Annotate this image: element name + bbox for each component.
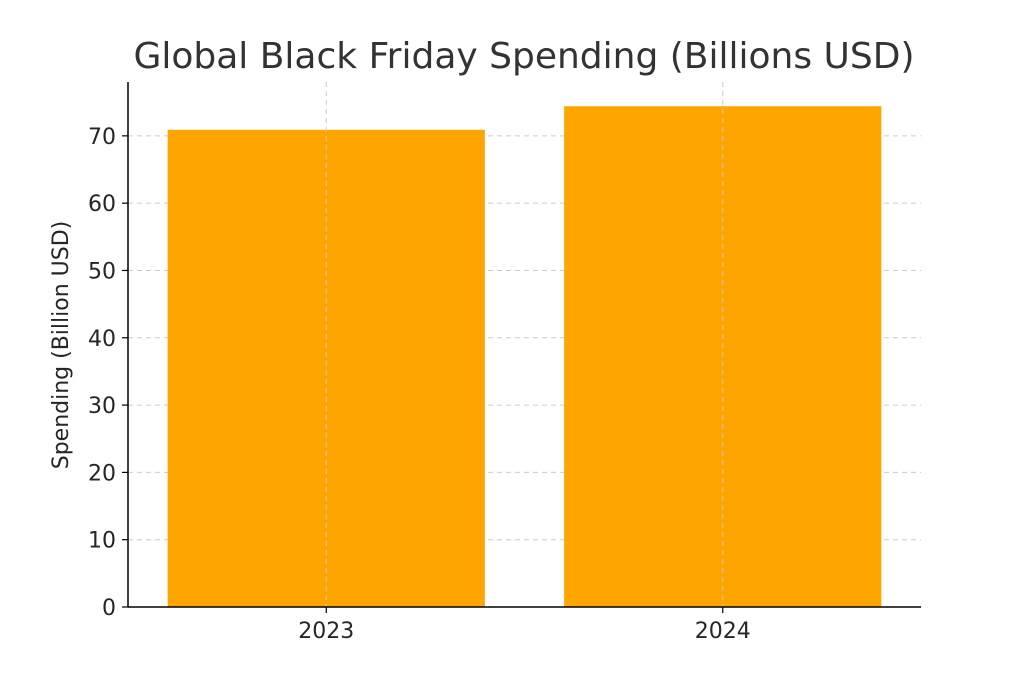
y-tick-label: 60 — [88, 192, 116, 217]
y-tick-label: 10 — [88, 529, 116, 554]
y-tick-label: 70 — [88, 125, 116, 150]
y-tick-label: 40 — [88, 327, 116, 352]
x-tick-label: 2024 — [695, 619, 751, 644]
y-tick-label: 20 — [88, 461, 116, 486]
bars — [168, 106, 882, 607]
x-tick-label: 2023 — [298, 619, 354, 644]
y-tick-label: 0 — [102, 596, 116, 621]
y-axis-title: Spending (Billion USD) — [49, 221, 74, 470]
chart-title: Global Black Friday Spending (Billions U… — [133, 36, 914, 77]
y-tick-label: 30 — [88, 394, 116, 419]
y-tick-label: 50 — [88, 259, 116, 284]
